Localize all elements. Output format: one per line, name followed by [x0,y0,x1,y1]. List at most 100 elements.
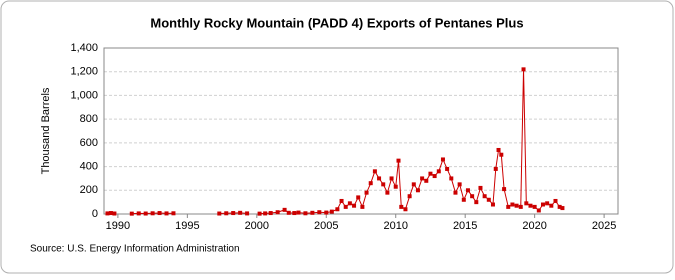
marker [339,198,344,203]
marker [506,204,511,209]
marker [496,147,501,152]
marker [428,171,433,176]
marker [245,211,250,216]
marker [453,190,458,195]
x-tick-label: 2025 [592,220,616,232]
marker [364,190,369,195]
marker [377,176,382,181]
marker [317,210,322,215]
marker [457,182,462,187]
marker [420,176,425,181]
marker [171,211,176,216]
x-tick-label: 2005 [314,220,338,232]
marker [499,152,504,157]
marker [143,211,148,216]
marker [407,194,412,199]
marker [389,176,394,181]
marker [528,203,533,208]
marker [470,194,475,199]
marker [445,166,450,171]
marker [540,202,545,207]
marker [482,194,487,199]
marker [486,197,491,202]
marker [449,176,454,181]
marker [424,178,429,183]
marker [493,166,498,171]
x-tick-label: 2020 [522,220,546,232]
y-tick-label: 400 [80,160,98,172]
x-tick-label: 2015 [453,220,477,232]
marker [224,211,229,216]
marker [238,210,243,215]
marker [368,181,373,186]
marker [560,206,565,211]
marker [396,158,401,163]
marker [510,202,515,207]
marker [393,184,398,189]
marker [524,201,529,206]
marker [112,211,117,216]
marker [296,210,301,215]
x-tick-label: 1995 [175,220,199,232]
marker [303,211,308,216]
marker [257,211,262,216]
marker [360,204,365,209]
marker [335,207,340,212]
chart-title: Monthly Rocky Mountain (PADD 4) Exports … [150,15,523,30]
marker [557,204,562,209]
marker [553,198,558,203]
marker [474,200,479,205]
marker [129,211,134,216]
marker [372,169,377,174]
x-tick-label: 2000 [245,220,269,232]
marker [310,210,315,215]
marker [105,211,110,216]
marker [536,208,541,213]
marker [432,174,437,179]
x-tick-label: 1990 [106,220,130,232]
plot-border [103,47,619,215]
marker [399,204,404,209]
marker [490,202,495,207]
marker [286,210,291,215]
source: Source: U.S. Energy Information Administ… [30,244,240,255]
marker [385,190,390,195]
marker [347,201,352,206]
y-tick-label: 800 [80,113,98,125]
x-tick-label: 2010 [383,220,407,232]
marker [518,204,523,209]
marker [164,211,169,216]
marker [329,209,334,214]
marker [157,211,162,216]
frame [0,0,674,274]
marker [343,204,348,209]
marker [403,207,408,212]
marker [514,203,519,208]
marker [136,211,141,216]
marker [478,185,483,190]
marker [440,157,445,162]
marker [292,211,297,216]
marker [356,195,361,200]
marker [268,211,273,216]
marker [381,182,386,187]
marker [411,182,416,187]
marker [275,210,280,215]
marker [545,201,550,206]
y-tick-label: 1,200 [70,66,98,78]
y-axis-label: Thousand Barrels [40,87,52,174]
marker [502,187,507,192]
marker [532,204,537,209]
y-tick-label: 600 [80,137,98,149]
marker [282,207,287,212]
marker [108,211,113,216]
marker [150,211,155,216]
marker [263,211,268,216]
marker [461,197,466,202]
marker [217,211,222,216]
y-tick-label: 1,400 [70,42,98,54]
marker [549,203,554,208]
marker [415,188,420,193]
marker [436,169,441,174]
